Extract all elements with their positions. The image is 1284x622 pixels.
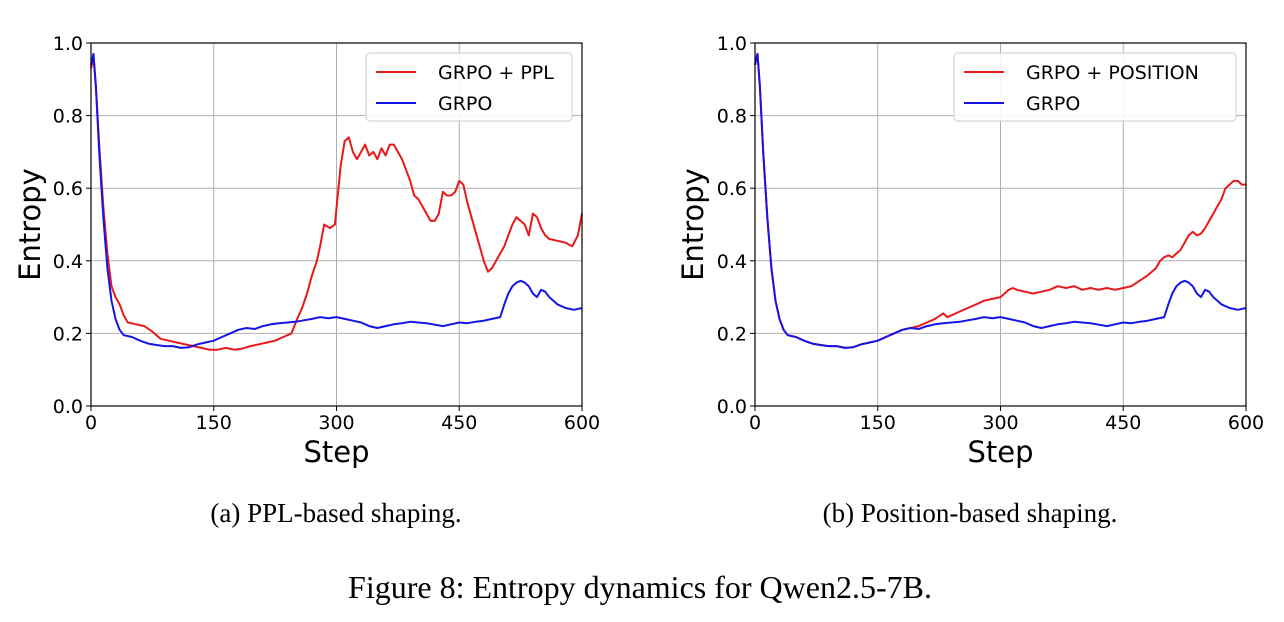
y-tick-label: 0.0 [717,396,747,418]
y-tick-label: 0.2 [53,323,83,345]
y-tick-label: 0.2 [717,323,747,345]
y-tick-label: 0.4 [717,251,747,273]
y-axis-label: Entropy [13,168,47,281]
x-tick-label: 150 [860,412,896,434]
y-tick-label: 0.8 [717,106,747,128]
x-axis-label: Step [303,435,369,469]
x-tick-label: 450 [1105,412,1141,434]
y-axis-label: Entropy [676,168,710,281]
x-axis-label: Step [967,435,1033,469]
y-tick-label: 0.0 [53,396,83,418]
y-tick-label: 0.4 [53,251,83,273]
x-tick-label: 450 [441,412,477,434]
legend-box [953,52,1237,122]
chart-a: 0 150 300 450 600 0.0 0.2 0.4 0.6 0.8 1.0 Step Entro… [13,33,600,469]
x-tick-label: 150 [196,412,232,434]
legend-label: GRPO + POSITION [1026,62,1199,84]
y-tick-label: 1.0 [717,33,747,55]
legend-label: GRPO + PPL [438,62,554,84]
legend-label: GRPO [1026,93,1080,115]
series-line-grpo [90,52,583,349]
legend: GRPO + POSITION GRPO [953,52,1237,122]
x-tick-label: 600 [564,412,600,434]
legend-box [365,52,573,122]
chart-b: 0 150 300 450 600 0.0 0.2 0.4 0.6 0.8 1.0 Step Entro… [676,33,1264,469]
y-tick-label: 0.6 [53,178,83,200]
y-tick-label: 0.6 [717,178,747,200]
subcaption-a: (a) PPL-based shaping. [210,498,461,528]
y-tick-label: 0.8 [53,106,83,128]
x-tick-label: 300 [982,412,1018,434]
x-tick-label: 600 [1228,412,1264,434]
legend-label: GRPO [438,93,492,115]
series-line-shaped [90,56,583,351]
figure-caption: Figure 8: Entropy dynamics for Qwen2.5-7… [348,569,932,605]
x-tick-label: 0 [85,412,97,434]
subcaption-b: (b) Position-based shaping. [823,498,1118,528]
legend: GRPO + PPL GRPO [365,52,573,122]
y-tick-label: 1.0 [53,33,83,55]
x-tick-label: 0 [749,412,761,434]
series-line-grpo [754,52,1247,349]
x-tick-label: 300 [318,412,354,434]
